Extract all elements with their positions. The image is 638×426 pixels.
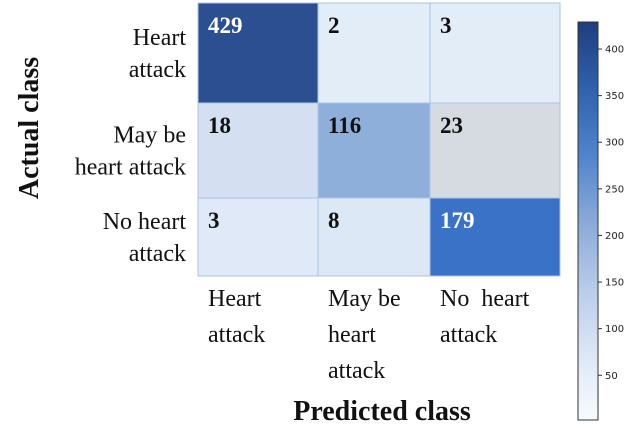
cell-value: 429 — [208, 13, 243, 38]
cell — [317, 102, 431, 199]
col-label: Heart — [208, 286, 262, 312]
cell-value: 8 — [328, 208, 340, 233]
row-label: No heart — [103, 209, 187, 235]
row-label: heart attack — [75, 155, 186, 181]
cell — [197, 197, 319, 277]
row-label: May be — [113, 123, 186, 149]
col-label: May be — [328, 286, 401, 312]
colorbar-tick-label: 200 — [605, 231, 624, 242]
row-label: attack — [129, 57, 186, 83]
y-axis-label: Actual class — [14, 57, 45, 199]
cell — [197, 102, 319, 199]
colorbar — [577, 21, 599, 421]
cell — [429, 2, 561, 104]
cell-value: 3 — [440, 13, 452, 38]
colorbar-tick-label: 400 — [605, 45, 624, 56]
colorbar-tick-label: 100 — [605, 324, 624, 335]
x-axis-label: Predicted class — [293, 396, 471, 426]
row-label: Heart — [133, 25, 187, 51]
cell-value: 116 — [328, 113, 361, 138]
cell — [317, 197, 431, 277]
cell — [317, 2, 431, 104]
col-label: heart — [328, 322, 376, 348]
col-label: No heart — [440, 286, 530, 312]
col-label: attack — [328, 358, 385, 384]
cell-value: 23 — [440, 113, 463, 138]
colorbar-tick-label: 350 — [605, 91, 624, 102]
cell-value: 18 — [208, 113, 231, 138]
col-label: attack — [440, 322, 497, 348]
cell — [429, 102, 561, 199]
cell-value: 2 — [328, 13, 340, 38]
cell-value: 179 — [440, 208, 475, 233]
colorbar-tick-label: 250 — [605, 184, 624, 195]
cell — [429, 197, 561, 277]
cell — [197, 2, 319, 104]
col-label: attack — [208, 322, 265, 348]
row-label: attack — [129, 241, 186, 267]
cell-value: 3 — [208, 208, 220, 233]
colorbar-tick-label: 150 — [605, 278, 624, 289]
colorbar-tick-label: 50 — [605, 371, 618, 382]
colorbar-tick-label: 300 — [605, 138, 624, 149]
